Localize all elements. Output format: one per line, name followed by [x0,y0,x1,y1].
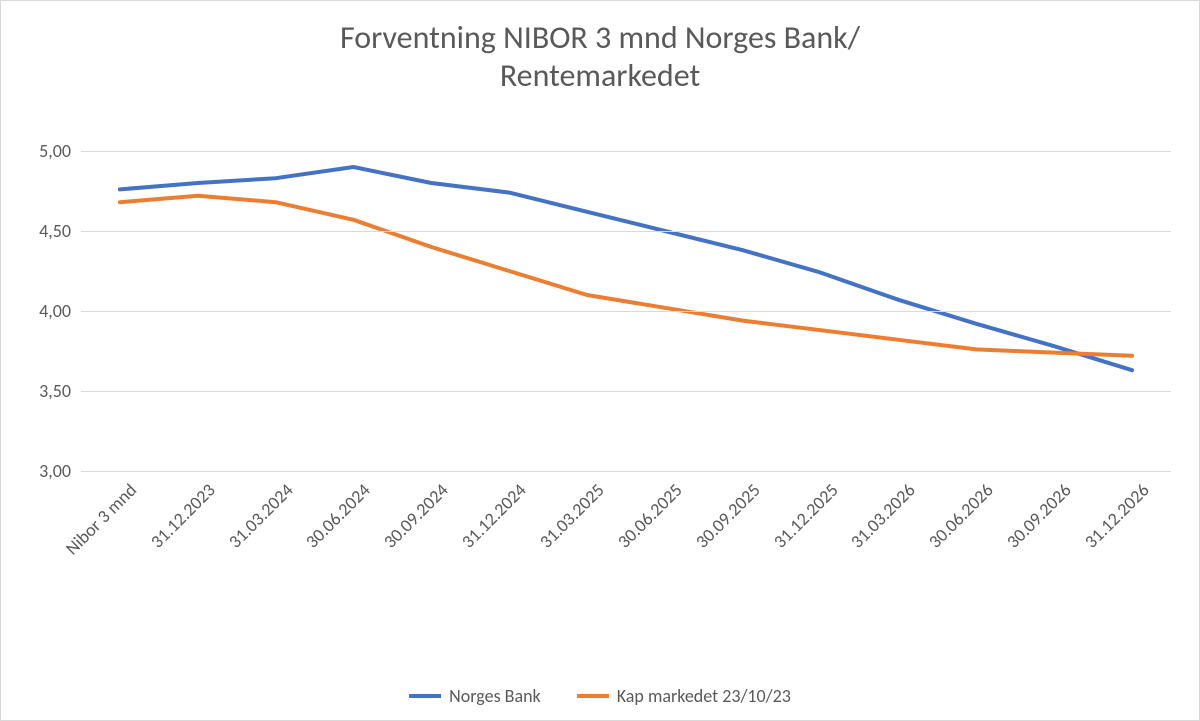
legend-item: Norges Bank [409,685,541,707]
legend-label: Norges Bank [449,685,541,707]
x-tick-label: Nibor 3 mnd [61,479,141,559]
x-tick-label: 30.09.2026 [1002,479,1076,553]
plot-area: Nibor 3 mnd31.12.202331.03.202430.06.202… [81,151,1171,471]
x-tick-label: 30.06.2026 [924,479,998,553]
x-tick-label: 31.03.2026 [846,479,920,553]
legend-swatch [577,694,609,698]
y-tick-label: 3,00 [39,460,81,482]
chart-container: Forventning NIBOR 3 mnd Norges Bank/ Ren… [0,0,1200,721]
x-tick-label: 30.09.2024 [379,479,453,553]
gridline [81,151,1171,152]
legend-swatch [409,694,441,698]
x-tick-label: 30.09.2025 [691,479,765,553]
x-tick-label: 31.12.2023 [146,479,220,553]
legend-label: Kap markedet 23/10/23 [617,685,791,707]
gridline [81,311,1171,312]
x-tick-label: 31.12.2026 [1080,479,1154,553]
x-tick-label: 31.03.2024 [224,479,298,553]
legend-item: Kap markedet 23/10/23 [577,685,791,707]
x-tick-label: 30.06.2025 [613,479,687,553]
x-axis-labels: Nibor 3 mnd31.12.202331.03.202430.06.202… [81,471,1171,621]
x-tick-label: 31.12.2025 [769,479,843,553]
x-tick-label: 31.03.2025 [535,479,609,553]
x-tick-label: 31.12.2024 [457,479,531,553]
gridline [81,471,1171,472]
x-tick-label: 30.06.2024 [301,479,375,553]
legend: Norges Bank Kap markedet 23/10/23 [1,681,1199,707]
title-line-2: Rentemarkedet [500,56,700,95]
gridline [81,231,1171,232]
y-tick-label: 4,00 [39,300,81,322]
gridline [81,391,1171,392]
y-tick-label: 4,50 [39,220,81,242]
series-line [120,167,1132,370]
title-line-1: Forventning NIBOR 3 mnd Norges Bank/ [340,18,860,57]
y-tick-label: 5,00 [39,140,81,162]
chart-title: Forventning NIBOR 3 mnd Norges Bank/ Ren… [1,19,1199,96]
y-tick-label: 3,50 [39,380,81,402]
